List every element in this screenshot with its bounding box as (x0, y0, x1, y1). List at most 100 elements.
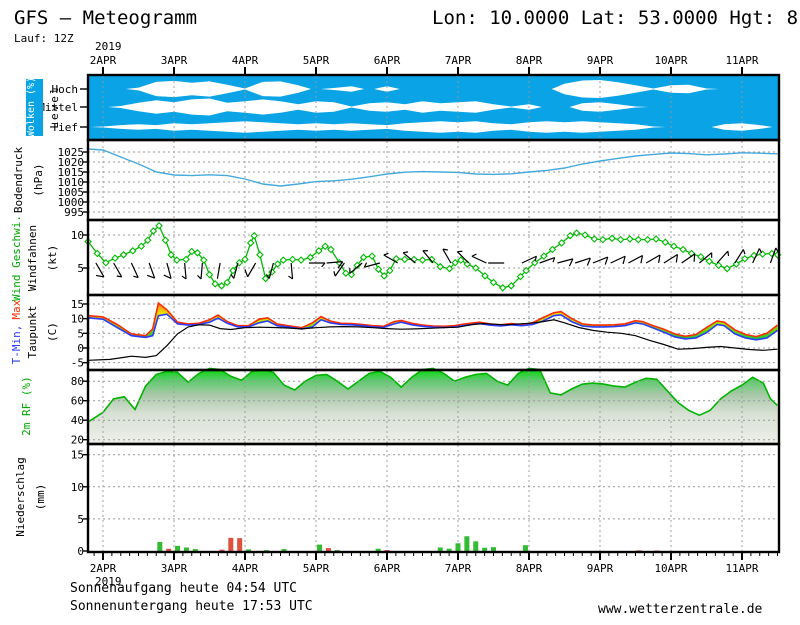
wind-speed-marker (143, 236, 152, 245)
wind-barb-shaft (699, 252, 713, 264)
wind-speed-marker (652, 235, 660, 243)
panel-border (86, 442, 781, 554)
wind-barb-shaft (752, 248, 760, 264)
wind-speed-marker (111, 254, 119, 262)
top-axis-date-label: 10APR (654, 54, 687, 67)
wind-barb-shaft (402, 252, 416, 264)
precip-bar (157, 542, 163, 551)
clouds-panel-title: Wolken (%) (26, 77, 37, 137)
wind-barb-tick (552, 257, 556, 263)
precip-bar (446, 548, 452, 551)
top-axis-date-label: 8APR (516, 54, 543, 67)
cloud-blob-hoch (125, 80, 311, 98)
wind-speed-marker (182, 255, 190, 264)
pressure-ytick-label: 1000 (58, 196, 85, 209)
humidity-area (88, 368, 779, 444)
precip-bar (228, 537, 234, 551)
wind-speed-marker (400, 255, 409, 264)
precip-bar (246, 549, 252, 551)
precip-bar (219, 549, 225, 551)
top-axis-date-label: 9APR (587, 54, 614, 67)
wind-barb (146, 262, 156, 279)
wind-barb (645, 254, 661, 264)
wind-barb (752, 248, 763, 264)
temp-max-line (88, 301, 778, 338)
wind-speed-marker (137, 242, 146, 250)
wind-speed-marker (670, 242, 678, 250)
wind-barb (130, 262, 139, 279)
wind-barb-tick (363, 262, 368, 268)
temp-ytick-label: 0 (77, 342, 84, 355)
precip-ytick-label: 10 (71, 481, 84, 494)
wind-barb (628, 254, 644, 264)
wind-barb-shaft (233, 262, 239, 279)
pressure-ytick-label: 1020 (58, 156, 85, 169)
wind-speed-marker (436, 262, 445, 271)
wind-barb-tick (442, 248, 448, 251)
wind-barb-tick (403, 251, 409, 254)
sunrise-text: Sonnenaufgang heute 04:54 UTC (70, 581, 297, 596)
wind-barb-tick (640, 255, 644, 264)
precip-bar (325, 548, 331, 551)
wind-barb (288, 262, 294, 280)
wind-barb (230, 262, 239, 279)
wind-speed-marker (297, 256, 305, 264)
wind-speed-marker (661, 238, 670, 247)
wind-barb (663, 254, 679, 264)
location-coordinates: Lon: 10.0000 Lat: 53.0000 Hgt: 8 (432, 7, 798, 29)
wind-barb (95, 262, 105, 278)
wind-speed-marker (540, 252, 548, 260)
cloud-blob-tief (90, 121, 666, 133)
top-axis-date-label: 7APR (445, 54, 472, 67)
bottom-axis-date-label: 8APR (516, 562, 543, 575)
wind-barb-shaft (663, 254, 678, 264)
wind-speed-marker (566, 231, 574, 240)
precip-bar (482, 547, 488, 551)
wind-barb-shaft (383, 254, 398, 264)
wind-speed-marker (315, 247, 323, 255)
precip-bar (317, 544, 323, 551)
wind-barb-shaft (628, 254, 643, 264)
precip-ytick-label: 0 (77, 545, 84, 558)
wind-speed-marker (599, 235, 607, 244)
wind-barb (216, 262, 221, 279)
wind-ytick-label: 10 (71, 229, 84, 242)
wind-barb-shaft (113, 262, 123, 278)
top-axis-date-label: 4APR (232, 54, 259, 67)
wind-unit-label: (kt) (46, 245, 59, 272)
wind-speed-marker (359, 253, 368, 262)
humidity-ytick-label: 60 (71, 395, 84, 408)
wind-barb (265, 262, 274, 279)
wind-barb-tick (675, 254, 679, 263)
cloud-level-label: Tief (52, 121, 79, 134)
temp-unit-label: (C) (46, 322, 59, 342)
wind-barb (197, 262, 203, 280)
wind-speed-marker (261, 274, 270, 283)
wind-speed-marker (374, 265, 383, 274)
website-credit: www.wetterzentrale.de (598, 602, 763, 617)
precip-bar (183, 547, 189, 551)
wind-barb-tick (604, 256, 609, 265)
wind-barb-tick (622, 256, 626, 265)
wind-speed-title: Wind Geschwi. (10, 215, 23, 301)
wind-speed-marker (173, 256, 181, 264)
precip-bar (437, 547, 443, 551)
wind-speed-marker (608, 234, 616, 243)
wind-speed-marker (342, 269, 350, 278)
wind-speed-marker (273, 260, 282, 268)
wind-barb (113, 262, 123, 278)
wind-barb (734, 249, 746, 264)
wind-barb-tick (693, 253, 696, 262)
wind-barb-tick (265, 274, 270, 279)
precip-bar (375, 548, 381, 551)
wind-barb (521, 255, 537, 264)
wind-speed-marker (205, 270, 214, 279)
humidity-ytick-label: 40 (71, 414, 84, 427)
pressure-unit-label: (hPa) (32, 163, 45, 196)
wind-barb-shaft (268, 262, 274, 279)
wind-barb-shaft (130, 262, 139, 278)
wind-barb (574, 257, 591, 266)
wind-speed-marker (634, 235, 643, 244)
precip-bar (491, 547, 496, 551)
